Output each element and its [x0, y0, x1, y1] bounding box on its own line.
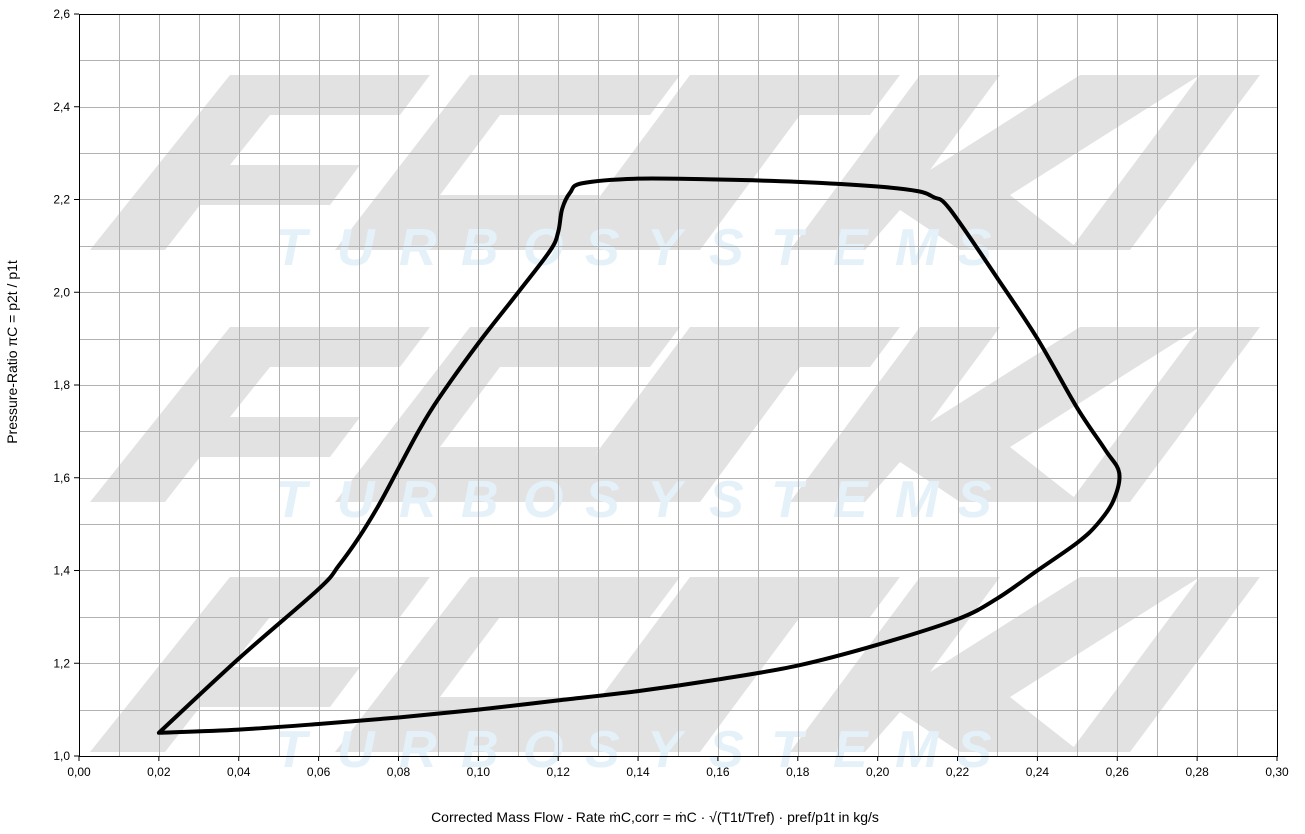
watermark-text-letter: T	[771, 219, 807, 277]
watermark-logo-glyph	[335, 75, 680, 250]
watermark-text-letter: S	[585, 219, 620, 277]
watermark-text-letter: T	[275, 471, 311, 529]
x-axis-title: Corrected Mass Flow - Rate ṁC,corr = ṁC …	[431, 809, 879, 825]
watermark-text-letter: O	[523, 721, 563, 779]
x-tick-label: 0,28	[1185, 765, 1209, 779]
watermark-text-letter: M	[895, 721, 940, 779]
watermark-text-letter: S	[709, 471, 744, 529]
watermark-logo-glyph	[560, 577, 900, 752]
watermark-text-letter: M	[895, 219, 940, 277]
x-axis-ticks: 0,00 0,02 0,04 0,06 0,08 0,10 0,12 0,14 0,16 0,18…	[67, 756, 1289, 779]
y-axis-ticks: 1,0 1,2 1,4 1,6 1,8 2,0 2,2 2,4 2,6	[53, 7, 79, 763]
y-tick-label: 2,2	[53, 193, 70, 207]
y-tick-label: 1,8	[53, 378, 70, 392]
watermark-logo-glyph	[790, 327, 1200, 502]
watermark-logo-glyph	[790, 577, 1200, 752]
x-tick-label: 0,02	[147, 765, 171, 779]
plot-border	[79, 14, 1278, 757]
watermark-text-letter: R	[399, 471, 437, 529]
watermark-text-letter: Y	[647, 471, 686, 529]
watermark-text-letter: R	[399, 219, 437, 277]
watermark-text-letter: Y	[647, 721, 686, 779]
watermark-text-letter: T	[771, 721, 807, 779]
x-tick-label: 0,06	[307, 765, 331, 779]
watermark-logo-glyph	[90, 577, 430, 752]
x-tick-label: 0,18	[786, 765, 810, 779]
watermark-text-letter: B	[461, 219, 499, 277]
x-tick-label: 0,20	[866, 765, 890, 779]
grid	[79, 14, 1278, 757]
watermark-text-letter: S	[709, 721, 744, 779]
watermark-text-letter: R	[399, 721, 437, 779]
watermark-text-letter: S	[709, 219, 744, 277]
watermark-text-letter: O	[523, 219, 563, 277]
y-tick-label: 1,2	[53, 656, 70, 670]
x-tick-label: 0,10	[467, 765, 491, 779]
watermark-text-letter: T	[275, 219, 311, 277]
watermark: T U R B O S Y S T E M ST U R B O S Y S T E M ST U R B O S Y S T E M S	[90, 75, 1260, 779]
watermark-logo-glyph	[790, 75, 1200, 250]
x-tick-label: 0,08	[387, 765, 411, 779]
watermark-text-letter: U	[337, 721, 376, 779]
watermark-text-letter: S	[957, 721, 992, 779]
x-tick-label: 0,04	[227, 765, 251, 779]
watermark-text-letter: U	[337, 219, 376, 277]
y-tick-label: 1,0	[53, 749, 70, 763]
y-tick-label: 1,6	[53, 471, 70, 485]
y-axis-title: Pressure-Ratio πC = p2t / p1t	[4, 260, 20, 444]
compressor-map-boundary-line	[156, 176, 1122, 735]
y-tick-label: 2,4	[53, 100, 70, 114]
y-tick-label: 2,6	[53, 7, 70, 21]
x-tick-label: 0,22	[946, 765, 970, 779]
watermark-text-letter: T	[771, 471, 807, 529]
x-tick-label: 0,16	[706, 765, 730, 779]
x-tick-label: 0,12	[547, 765, 571, 779]
watermark-logo-glyph	[90, 327, 430, 502]
x-tick-label: 0,14	[626, 765, 650, 779]
watermark-text-letter: Y	[647, 219, 686, 277]
watermark-text-letter: M	[895, 471, 940, 529]
x-tick-label: 0,30	[1265, 765, 1289, 779]
watermark-logo-glyph	[560, 75, 900, 250]
watermark-text-letter: S	[585, 721, 620, 779]
x-tick-label: 0,00	[67, 765, 91, 779]
watermark-logo-glyph	[335, 327, 680, 502]
watermark-text-letter: B	[461, 721, 499, 779]
watermark-logo-glyph	[90, 75, 430, 250]
watermark-text-letter: S	[957, 471, 992, 529]
x-tick-label: 0,24	[1026, 765, 1050, 779]
x-tick-label: 0,26	[1106, 765, 1130, 779]
watermark-text-letter: O	[523, 471, 563, 529]
watermark-text-letter: T	[275, 721, 311, 779]
watermark-logo-glyph	[335, 577, 680, 752]
watermark-text-letter: S	[585, 471, 620, 529]
y-tick-label: 1,4	[53, 564, 70, 578]
watermark-logo-glyph	[560, 327, 900, 502]
series-layer	[156, 176, 1122, 735]
watermark-text-letter: B	[461, 471, 499, 529]
y-tick-label: 2,0	[53, 285, 70, 299]
